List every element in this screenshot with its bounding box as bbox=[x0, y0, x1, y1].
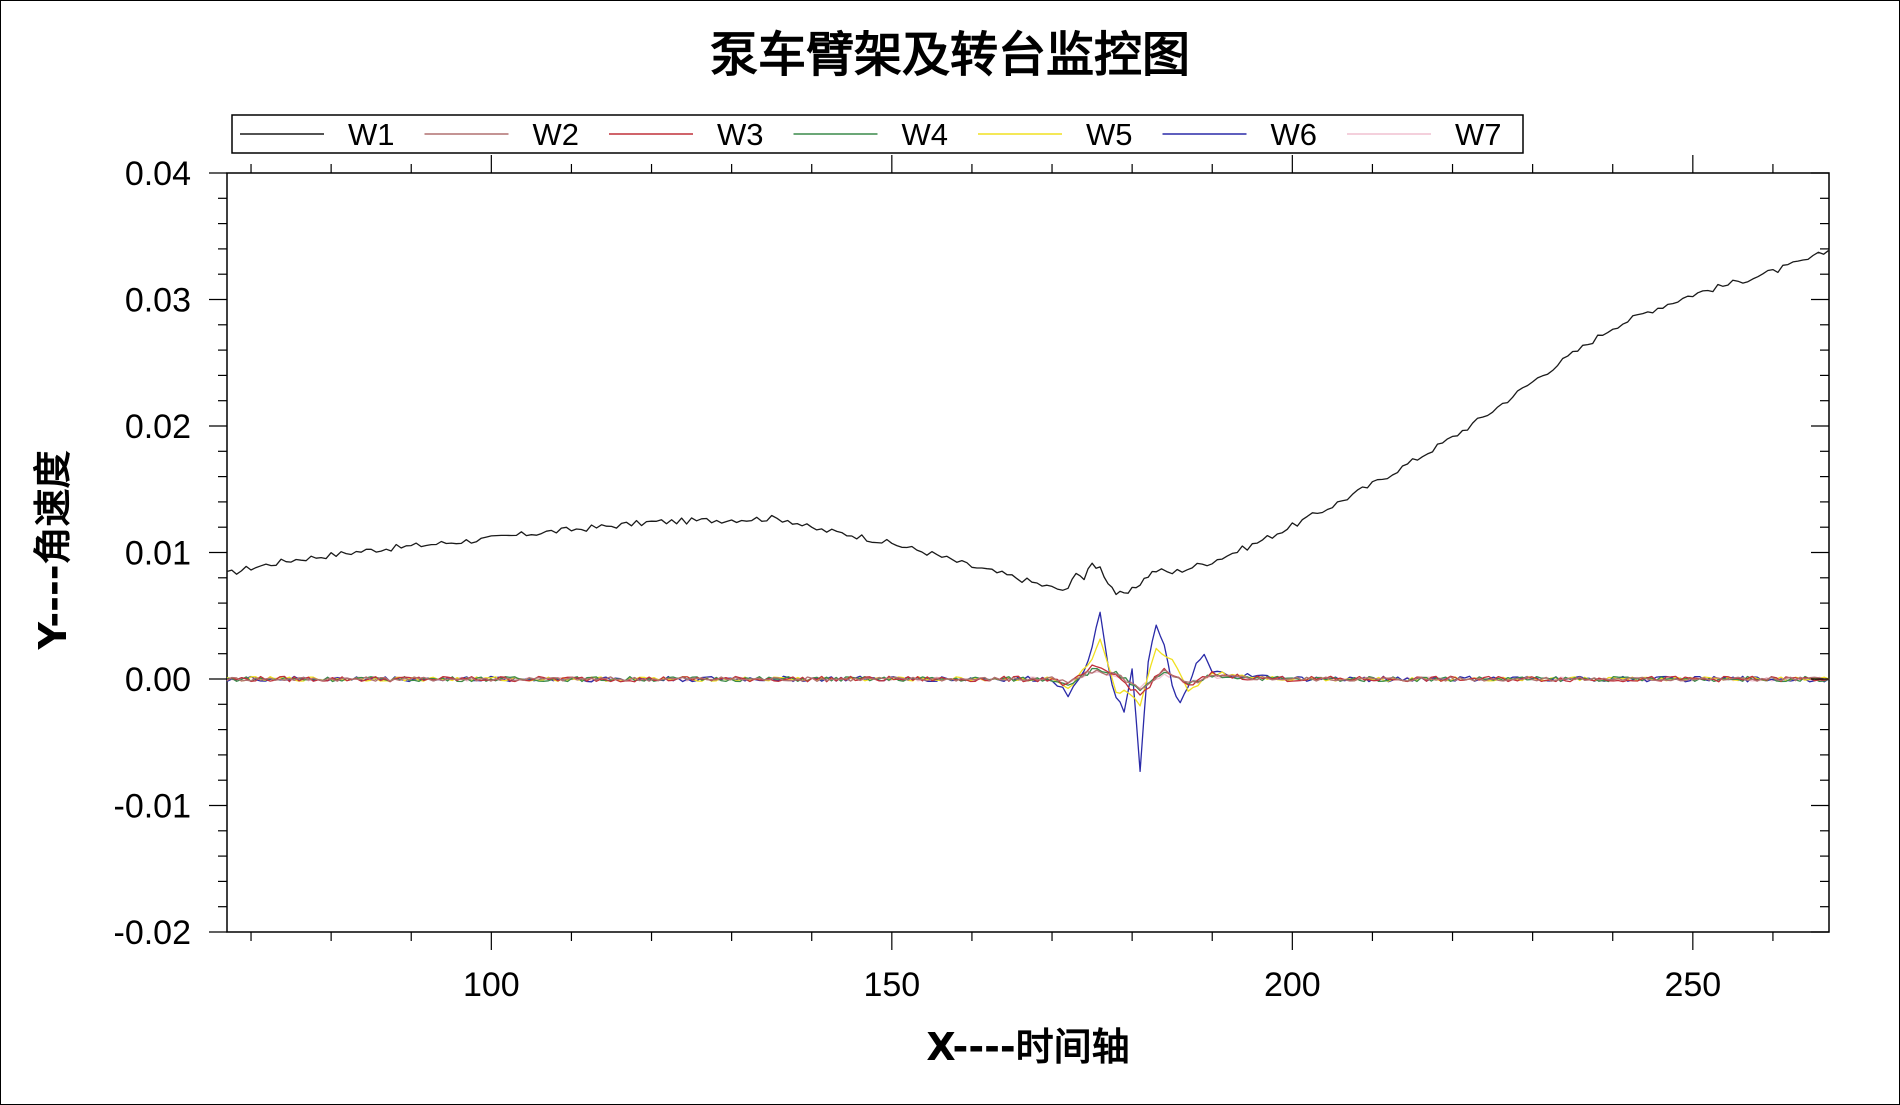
y-tick-label: 0.01 bbox=[125, 535, 191, 573]
chart-title: 泵车臂架及转台监控图 bbox=[710, 27, 1190, 83]
x-tick-label: 200 bbox=[1264, 966, 1321, 1004]
x-tick-label: 100 bbox=[463, 966, 520, 1004]
legend: W1 W2 W3 W4 W5 W6 W7 bbox=[231, 114, 1524, 154]
legend-label-w5: W5 bbox=[1086, 117, 1133, 152]
series-line-w2 bbox=[226, 669, 1830, 691]
legend-label-w7: W7 bbox=[1455, 117, 1502, 152]
legend-label-w3: W3 bbox=[717, 117, 764, 152]
series-line-w6 bbox=[226, 611, 1830, 773]
x-axis: 100 150 200 250 bbox=[250, 155, 1774, 1004]
y-tick-label: 0.03 bbox=[125, 282, 191, 320]
y-tick-label: -0.01 bbox=[114, 788, 192, 826]
series-layer bbox=[226, 249, 1830, 773]
legend-label-w6: W6 bbox=[1271, 117, 1318, 152]
legend-label-w1: W1 bbox=[348, 117, 395, 152]
legend-label-w2: W2 bbox=[533, 117, 580, 152]
x-tick-label: 250 bbox=[1664, 966, 1721, 1004]
y-tick-label: 0.04 bbox=[125, 155, 191, 193]
y-tick-label: -0.02 bbox=[114, 914, 192, 952]
x-tick-label: 150 bbox=[863, 966, 920, 1004]
y-axis: -0.02 -0.01 0.00 0.01 0.02 0.03 0.04 bbox=[114, 155, 1829, 952]
x-axis-title: X----时间轴 bbox=[926, 1025, 1129, 1069]
series-line-w1 bbox=[226, 249, 1830, 596]
y-axis-title: Y----角速度 bbox=[31, 450, 75, 650]
y-tick-label: 0.00 bbox=[125, 661, 191, 699]
y-tick-label: 0.02 bbox=[125, 408, 191, 446]
plot-area bbox=[226, 172, 1830, 933]
legend-label-w4: W4 bbox=[902, 117, 949, 152]
series-line-w5 bbox=[226, 638, 1830, 707]
